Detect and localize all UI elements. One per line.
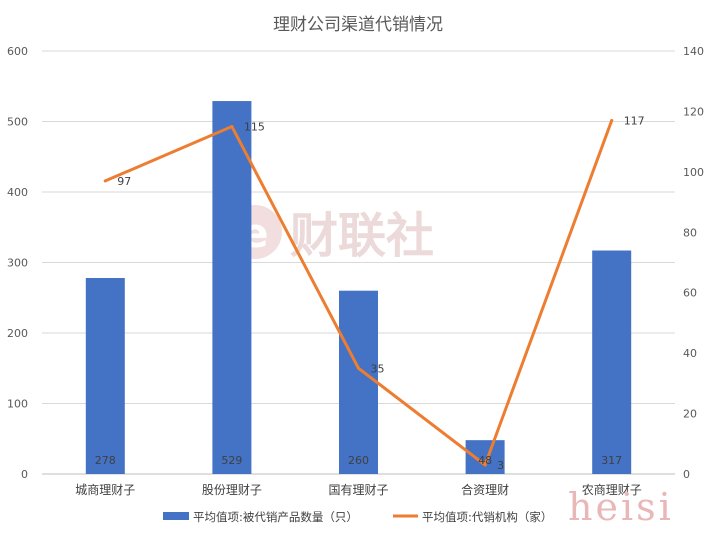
bar: [339, 290, 378, 474]
left-tick-label: 500: [7, 116, 28, 129]
right-tick-label: 80: [683, 226, 697, 239]
legend: 平均值项:被代销产品数量（只） 平均值项:代销机构（家）: [163, 510, 552, 524]
handwritten-signature: heisi: [568, 485, 674, 529]
left-tick-label: 100: [7, 398, 28, 411]
bar-data-label: 317: [601, 454, 622, 467]
bar-data-label: 48: [478, 454, 492, 467]
bar: [212, 101, 252, 475]
right-tick-label: 60: [683, 287, 697, 300]
category-labels: 城商理财子 股份理财子 国有理财子 合资理财 农商理财子: [75, 482, 641, 497]
right-tick-label: 0: [683, 468, 690, 481]
left-tick-label: 600: [7, 45, 28, 58]
watermark-text: 财联社: [290, 208, 434, 264]
bar: [85, 278, 125, 474]
watermark: e 财联社: [228, 205, 434, 264]
left-tick-label: 300: [7, 257, 28, 270]
category-label: 股份理财子: [202, 483, 262, 497]
bar-data-label: 278: [95, 454, 116, 467]
right-axis-ticks: 0 20 40 60 80 100 120 140: [683, 45, 704, 481]
category-label: 城商理财子: [75, 482, 135, 497]
bar: [592, 250, 632, 474]
line-point: [483, 463, 487, 467]
data-labels: 278 529 260 48 317 97 115 35 3 117: [95, 114, 645, 471]
bar-data-label: 260: [348, 454, 369, 467]
bar-series: [85, 101, 632, 475]
left-axis-ticks: 0 100 200 300 400 500 600: [7, 45, 28, 481]
left-tick-label: 200: [7, 327, 28, 340]
right-tick-label: 120: [683, 105, 704, 118]
right-tick-label: 100: [683, 166, 704, 179]
legend-bar-swatch: [163, 512, 189, 520]
line-data-label: 117: [624, 114, 645, 127]
legend-bar-label: 平均值项:被代销产品数量（只）: [193, 510, 358, 524]
legend-line-label: 平均值项:代销机构（家）: [422, 510, 552, 524]
line-data-label: 3: [497, 459, 504, 472]
right-tick-label: 20: [683, 408, 697, 421]
left-tick-label: 400: [7, 186, 28, 199]
bar-data-label: 529: [221, 454, 242, 467]
left-tick-label: 0: [21, 468, 28, 481]
line-point: [230, 125, 234, 129]
right-tick-label: 140: [683, 45, 704, 58]
line-series: [103, 118, 614, 467]
line-point: [610, 118, 614, 122]
right-tick-label: 40: [683, 347, 697, 360]
category-label: 国有理财子: [328, 483, 388, 497]
line-point: [103, 179, 107, 183]
bar: [465, 440, 505, 474]
category-label: 合资理财: [461, 482, 509, 497]
line-data-label: 97: [117, 175, 131, 188]
line-data-label: 35: [371, 362, 385, 375]
line-data-label: 115: [244, 121, 265, 134]
line-point: [357, 366, 360, 370]
category-label: 农商理财子: [582, 482, 642, 497]
chart-title: 理财公司渠道代销情况: [273, 15, 443, 35]
